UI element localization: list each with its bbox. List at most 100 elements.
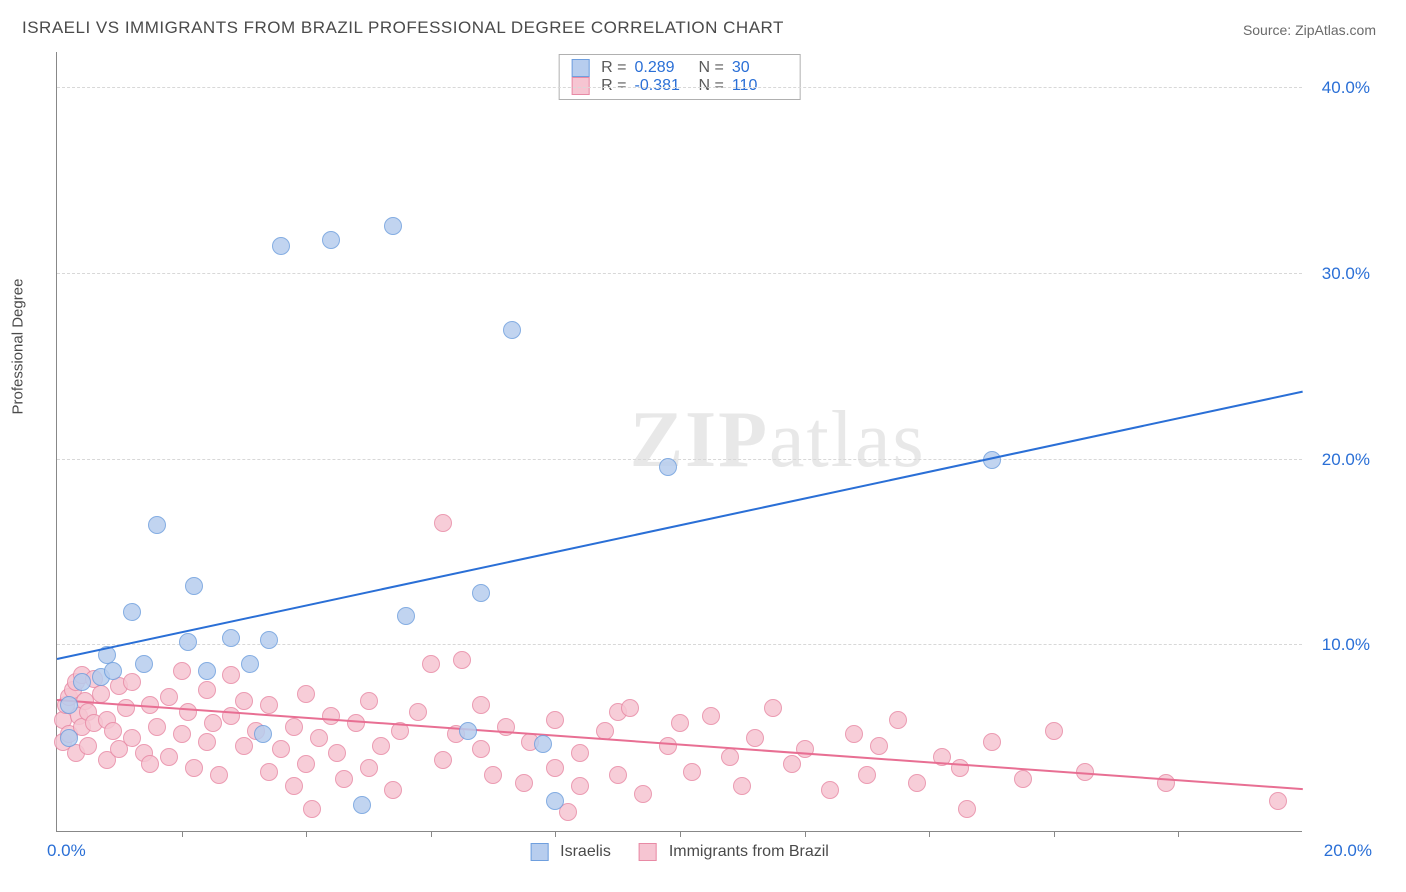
gridline <box>57 644 1302 645</box>
scatter-point <box>659 458 677 476</box>
scatter-point <box>546 759 564 777</box>
scatter-point <box>73 673 91 691</box>
scatter-point <box>422 655 440 673</box>
scatter-point <box>297 755 315 773</box>
x-tick <box>929 831 930 837</box>
scatter-point <box>185 577 203 595</box>
scatter-point <box>384 217 402 235</box>
scatter-point <box>204 714 222 732</box>
scatter-point <box>459 722 477 740</box>
scatter-point <box>571 744 589 762</box>
scatter-point <box>198 681 216 699</box>
scatter-point <box>79 737 97 755</box>
stats-r-label: R = <box>601 77 626 95</box>
chart-title: ISRAELI VS IMMIGRANTS FROM BRAZIL PROFES… <box>22 18 784 38</box>
scatter-point <box>659 737 677 755</box>
scatter-point <box>409 703 427 721</box>
scatter-point <box>235 737 253 755</box>
x-tick <box>182 831 183 837</box>
scatter-point <box>733 777 751 795</box>
scatter-point <box>858 766 876 784</box>
source-attribution: Source: ZipAtlas.com <box>1243 22 1376 38</box>
scatter-point <box>222 666 240 684</box>
scatter-point <box>117 699 135 717</box>
scatter-point <box>571 777 589 795</box>
scatter-point <box>185 759 203 777</box>
scatter-point <box>472 584 490 602</box>
scatter-point <box>845 725 863 743</box>
bottom-legend: Israelis Immigrants from Brazil <box>530 843 829 861</box>
scatter-point <box>148 516 166 534</box>
scatter-point <box>503 321 521 339</box>
x-tick-min: 0.0% <box>47 841 86 861</box>
y-tick-label: 30.0% <box>1310 264 1370 284</box>
stats-row-brazil: R = -0.381 N = 110 <box>571 77 788 95</box>
scatter-point <box>534 735 552 753</box>
stats-n-value: 30 <box>732 59 788 77</box>
scatter-point <box>123 729 141 747</box>
scatter-point <box>141 755 159 773</box>
scatter-point <box>434 514 452 532</box>
scatter-point <box>335 770 353 788</box>
plot-area: ZIPatlas R = 0.289 N = 30 R = -0.381 N =… <box>56 52 1302 832</box>
scatter-point <box>254 725 272 743</box>
scatter-point <box>434 751 452 769</box>
scatter-point <box>360 759 378 777</box>
stats-n-label: N = <box>699 77 724 95</box>
scatter-point <box>104 662 122 680</box>
trend-line <box>57 391 1303 660</box>
scatter-point <box>60 729 78 747</box>
scatter-point <box>746 729 764 747</box>
x-tick <box>680 831 681 837</box>
scatter-point <box>198 662 216 680</box>
stats-r-value: 0.289 <box>635 59 691 77</box>
x-tick <box>555 831 556 837</box>
scatter-point <box>721 748 739 766</box>
legend-label: Immigrants from Brazil <box>669 843 829 861</box>
scatter-point <box>983 733 1001 751</box>
stats-r-label: R = <box>601 59 626 77</box>
scatter-point <box>347 714 365 732</box>
scatter-point <box>173 725 191 743</box>
scatter-point <box>546 792 564 810</box>
stats-r-value: -0.381 <box>635 77 691 95</box>
y-tick-label: 20.0% <box>1310 450 1370 470</box>
y-axis-label: Professional Degree <box>10 279 27 415</box>
scatter-point <box>683 763 701 781</box>
x-tick <box>306 831 307 837</box>
scatter-point <box>260 763 278 781</box>
gridline <box>57 459 1302 460</box>
scatter-point <box>285 718 303 736</box>
scatter-point <box>241 655 259 673</box>
scatter-point <box>222 707 240 725</box>
scatter-point <box>472 696 490 714</box>
legend-label: Israelis <box>560 843 611 861</box>
gridline <box>57 87 1302 88</box>
scatter-point <box>546 711 564 729</box>
scatter-point <box>472 740 490 758</box>
scatter-point <box>235 692 253 710</box>
scatter-point <box>322 707 340 725</box>
scatter-point <box>951 759 969 777</box>
scatter-point <box>821 781 839 799</box>
watermark-light: atlas <box>769 396 926 484</box>
scatter-point <box>372 737 390 755</box>
scatter-point <box>297 685 315 703</box>
scatter-point <box>484 766 502 784</box>
scatter-point <box>310 729 328 747</box>
scatter-point <box>210 766 228 784</box>
scatter-point <box>173 662 191 680</box>
scatter-point <box>360 692 378 710</box>
stats-legend-box: R = 0.289 N = 30 R = -0.381 N = 110 <box>558 54 801 100</box>
scatter-point <box>272 237 290 255</box>
scatter-point <box>764 699 782 717</box>
scatter-point <box>160 688 178 706</box>
scatter-point <box>889 711 907 729</box>
scatter-point <box>285 777 303 795</box>
scatter-point <box>222 629 240 647</box>
scatter-point <box>123 603 141 621</box>
x-tick <box>1178 831 1179 837</box>
scatter-point <box>260 696 278 714</box>
scatter-point <box>634 785 652 803</box>
scatter-point <box>609 766 627 784</box>
